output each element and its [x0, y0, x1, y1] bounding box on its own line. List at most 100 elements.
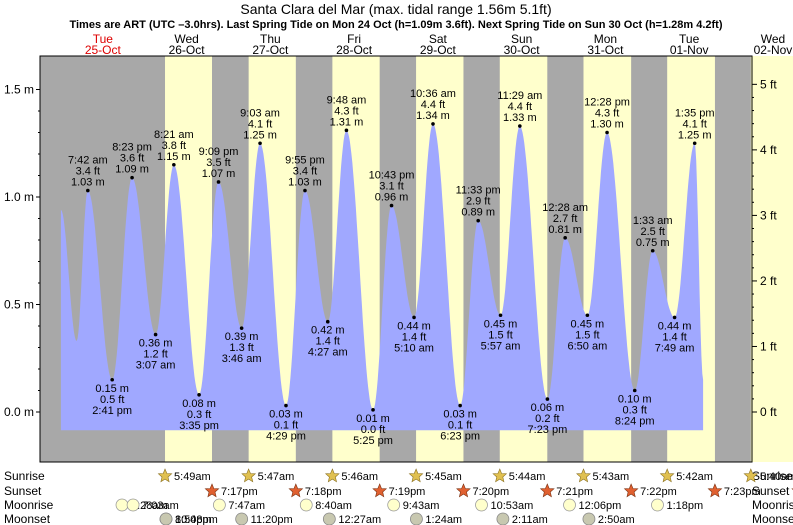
low-tide-feet: 1.2 ft [143, 349, 167, 361]
sunset-row-label-left: Sunset [4, 484, 42, 498]
low-tide-time: 4:29 pm [266, 431, 306, 443]
day-of-week-label: Wed [174, 32, 198, 46]
sunset-row-label-right: Sunset [752, 484, 790, 498]
low-tide-meters: 0.44 m [658, 320, 692, 332]
low-tide-feet: 0.3 ft [187, 409, 211, 421]
sunrise-time: 5:49am [174, 471, 211, 483]
moonrise-row-label-right: Moonrise [752, 498, 793, 512]
high-tide-feet: 4.3 ft [334, 105, 358, 117]
axes-layer: 0.0 m 0.5 m 1.0 m 1.5 m 0 ft 1 ft 2 ft 3 ft 4 ft… [4, 77, 777, 419]
date-label: 29-Oct [420, 43, 457, 57]
sunset-time: 7:20pm [472, 486, 509, 498]
high-tide-time: 9:48 am [327, 94, 367, 106]
tide-point-marker [632, 388, 637, 393]
high-tide-feet: 4.4 ft [421, 99, 445, 111]
high-tide-time: 9:55 pm [285, 155, 325, 167]
high-tide-feet: 2.5 ft [640, 226, 664, 238]
sunrise-icon [157, 468, 173, 483]
tide-point-marker [110, 377, 114, 382]
low-tide-time: 5:25 pm [353, 435, 393, 447]
high-tide-feet: 3.4 ft [76, 166, 100, 178]
low-tide-meters: 0.10 m [618, 394, 652, 406]
right-axis-label: 5 ft [760, 77, 777, 91]
high-tide-time: 9:09 pm [199, 146, 239, 158]
high-tide-time: 11:29 am [497, 90, 542, 102]
sunrise-icon [576, 468, 591, 483]
high-tide-meters: 1.33 m [503, 112, 537, 124]
day-of-week-label: Sat [429, 32, 448, 46]
tide-point-marker [216, 180, 221, 184]
low-tide-feet: 1.4 ft [402, 331, 426, 343]
low-tide-meters: 0.39 m [225, 331, 259, 343]
high-tide-time: 12:28 am [542, 202, 588, 214]
right-axis-label: 1 ft [760, 339, 777, 353]
sunset-time: 7:19pm [389, 486, 426, 498]
tide-point-marker [258, 141, 262, 146]
day-of-week-label: Wed [761, 32, 785, 46]
tide-point-marker [153, 332, 158, 337]
sunrise-time: 5:44am [509, 471, 546, 483]
high-tide-feet: 2.7 ft [553, 213, 577, 225]
tide-point-marker [545, 397, 550, 401]
low-tide-feet: 0.3 ft [622, 405, 646, 417]
tide-point-marker [563, 236, 567, 240]
tide-point-marker [431, 122, 435, 126]
day-of-week-label: Thu [260, 32, 281, 46]
sunrise-row-label-left: Sunrise [4, 469, 45, 483]
moonset-row-label-left: Moonset [4, 512, 51, 525]
low-tide-time: 7:23 pm [528, 424, 568, 436]
low-tide-meters: 0.36 m [139, 338, 173, 350]
left-axis-label: 0.0 m [4, 405, 34, 419]
moonset-time: 2:50am [598, 514, 635, 525]
day-of-week-label: Tue [679, 32, 700, 46]
low-tide-time: 2:41 pm [92, 405, 132, 417]
tide-point-marker [172, 162, 176, 167]
moonset-icon [235, 512, 249, 525]
moonrise-time: 7:47am [228, 500, 265, 512]
moonrise-time: 9:43am [403, 500, 440, 512]
high-tide-feet: 4.1 ft [248, 118, 272, 130]
sunrise-time: 5:45am [425, 471, 462, 483]
moonset-icon [582, 512, 596, 525]
low-tide-feet: 0.2 ft [535, 413, 559, 425]
high-tide-time: 9:03 am [240, 107, 280, 119]
low-tide-meters: 0.06 m [531, 402, 565, 414]
moonrise-icon [563, 498, 576, 512]
left-axis-label: 1.5 m [4, 83, 34, 97]
moonrise-time: 1:18pm [666, 500, 703, 512]
high-tide-time: 10:36 am [410, 88, 456, 100]
right-axis-label: 0 ft [760, 405, 777, 419]
high-tide-meters: 0.89 m [461, 207, 495, 219]
low-tide-feet: 0.1 ft [448, 420, 472, 432]
tide-point-marker [371, 408, 375, 412]
moonrise-time: 12:06pm [579, 500, 622, 512]
tide-point-marker [325, 319, 330, 324]
sunrise-row-label-right: Sunrise [752, 469, 793, 483]
high-tide-time: 8:21 am [154, 129, 194, 141]
tide-point-marker [412, 315, 416, 320]
right-axis-label: 3 ft [760, 208, 777, 222]
moonset-icon [322, 512, 336, 525]
low-tide-feet: 0.1 ft [274, 420, 298, 432]
high-tide-meters: 1.30 m [590, 119, 624, 131]
chart-subtitle: Times are ART (UTC –3.0hrs). Last Spring… [69, 19, 722, 31]
daylight-band [752, 56, 793, 462]
sunset-icon [456, 483, 471, 498]
sunrise-icon [492, 468, 508, 483]
high-tide-time: 10:43 pm [369, 170, 415, 182]
high-tide-meters: 1.07 m [202, 168, 236, 180]
tide-labels: 7:42 am3.4 ft1.03 m0.15 m0.5 ft2:41 pm8:… [68, 88, 715, 447]
high-tide-time: 7:42 am [68, 155, 108, 167]
sunset-icon [372, 483, 388, 498]
high-tide-meters: 1.25 m [243, 129, 277, 141]
tide-point-marker [303, 188, 307, 193]
moonrise-time: 6:28am [131, 500, 168, 512]
high-tide-feet: 3.4 ft [293, 166, 317, 178]
date-label: 01-Nov [670, 43, 709, 57]
moonset-icon [410, 512, 423, 525]
high-tide-feet: 3.5 ft [206, 157, 230, 169]
right-axis-label: 4 ft [760, 143, 777, 157]
chart-title: Santa Clara del Mar (max. tidal range 1.… [240, 1, 551, 17]
